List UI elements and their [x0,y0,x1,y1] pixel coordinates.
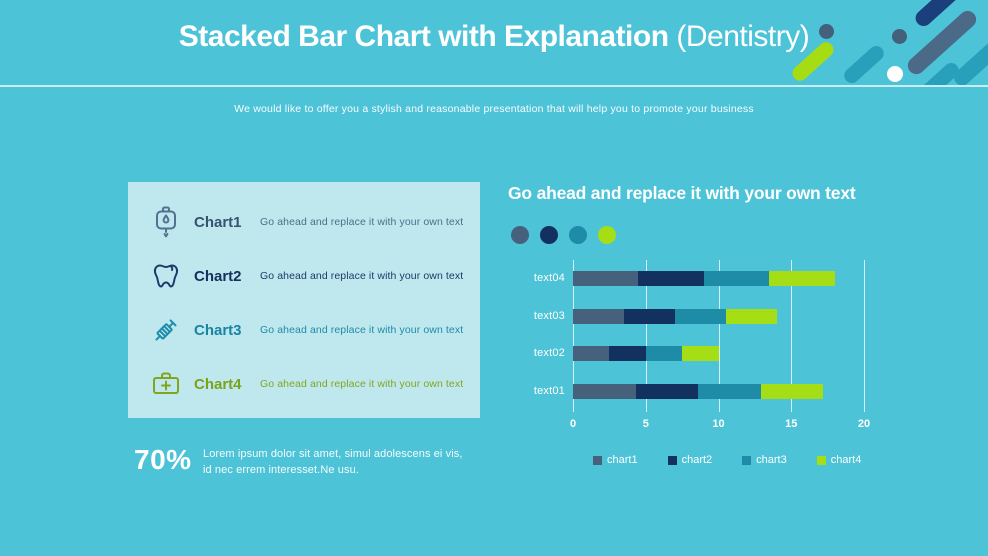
first-aid-kit-icon [148,366,184,402]
explanation-item-label: Chart1 [194,213,242,231]
explanation-item-label: Chart3 [194,321,242,339]
decoration-dot-slate-2 [892,29,907,44]
bar-segment-chart4 [725,309,777,324]
legend-label: chart2 [681,454,713,466]
bar-segment-chart3 [674,309,726,324]
category-label: text02 [533,347,565,359]
chart-legend: chart1 chart2 chart3 chart4 [593,454,861,466]
bar-segment-chart1 [573,309,624,324]
series-dot-chart3 [569,226,587,244]
page-title-main: Stacked Bar Chart with Explanation [178,20,677,53]
category-label: text03 [533,310,565,322]
explanation-item-chart3: Chart3 Go ahead and replace it with your… [128,303,480,357]
bar-segment-chart1 [573,384,636,399]
page-title-suffix: (Dentistry) [676,20,810,53]
axis-tick-label: 0 [569,418,577,430]
plot-area [573,258,865,414]
legend-label: chart4 [830,454,862,466]
category-label: text04 [533,272,565,284]
explanation-item-description: Go ahead and replace it with your own te… [260,216,464,228]
explanation-item-chart1: Chart1 Go ahead and replace it with your… [128,195,480,249]
legend-swatch [593,455,602,465]
legend-item: chart4 [816,454,862,466]
bar-segment-chart2 [635,384,699,399]
explanation-item-chart4: Chart4 Go ahead and replace it with your… [128,357,480,411]
bar-row [573,346,719,361]
iv-bag-icon [148,204,184,240]
bar-segment-chart1 [573,271,639,286]
gridline [718,260,720,412]
bar-segment-chart4 [760,384,824,399]
stacked-bar-chart: chart1 chart2 chart3 chart4 0 5 10 15 20 text04 t… [508,258,908,488]
legend-swatch [816,455,826,465]
axis-tick-label: 15 [785,418,798,430]
page-title: Stacked Bar Chart with Explanation (Dent… [0,20,988,54]
legend-item: chart3 [742,454,787,466]
percent-value: 70% [134,444,192,475]
bar-segment-chart3 [703,271,770,286]
legend-swatch [667,455,677,465]
bar-row [573,309,777,324]
explanation-item-chart2: Chart2 Go ahead and replace it with your… [128,249,480,303]
bar-segment-chart3 [698,384,761,399]
gridline [645,260,647,412]
syringe-icon [148,312,184,348]
legend-label: chart1 [607,454,638,466]
bar-segment-chart2 [638,271,704,286]
legend-label: chart3 [756,454,787,466]
series-dot-chart2 [540,226,558,244]
legend-item: chart1 [593,454,638,466]
axis-tick-label: 20 [857,418,871,430]
series-dots [511,226,616,244]
gridline [573,260,574,412]
explanation-item-description: Go ahead and replace it with your own te… [260,324,464,336]
decoration-dot-white [887,66,903,82]
chart-section-heading: Go ahead and replace it with your own te… [508,183,856,203]
subtitle: We would like to offer you a stylish and… [234,103,754,115]
bar-row [573,271,835,286]
bar-segment-chart4 [682,346,719,361]
legend-item: chart2 [667,454,713,466]
stats-text: Lorem ipsum dolor sit amet, simul adoles… [203,448,463,476]
explanation-item-description: Go ahead and replace it with your own te… [260,270,464,282]
tooth-icon [148,258,184,294]
category-label: text01 [533,385,565,397]
bar-segment-chart1 [573,346,610,361]
bar-segment-chart3 [645,346,683,361]
legend-swatch [742,455,752,465]
explanation-item-description: Go ahead and replace it with your own te… [260,378,464,390]
header: Stacked Bar Chart with Explanation (Dent… [0,0,988,87]
decoration-dot-slate-1 [819,24,834,39]
bar-segment-chart4 [769,271,835,286]
axis-tick-label: 10 [712,418,725,430]
gridline [791,260,793,412]
bar-segment-chart2 [609,346,646,361]
series-dot-chart4 [598,226,616,244]
explanation-panel: Chart1 Go ahead and replace it with your… [128,182,480,418]
gridline [864,260,865,412]
series-dot-chart1 [511,226,529,244]
explanation-item-label: Chart2 [194,267,242,285]
bar-segment-chart2 [623,309,675,324]
explanation-item-label: Chart4 [194,375,242,393]
axis-tick-label: 5 [642,418,649,430]
bar-row [573,384,824,399]
